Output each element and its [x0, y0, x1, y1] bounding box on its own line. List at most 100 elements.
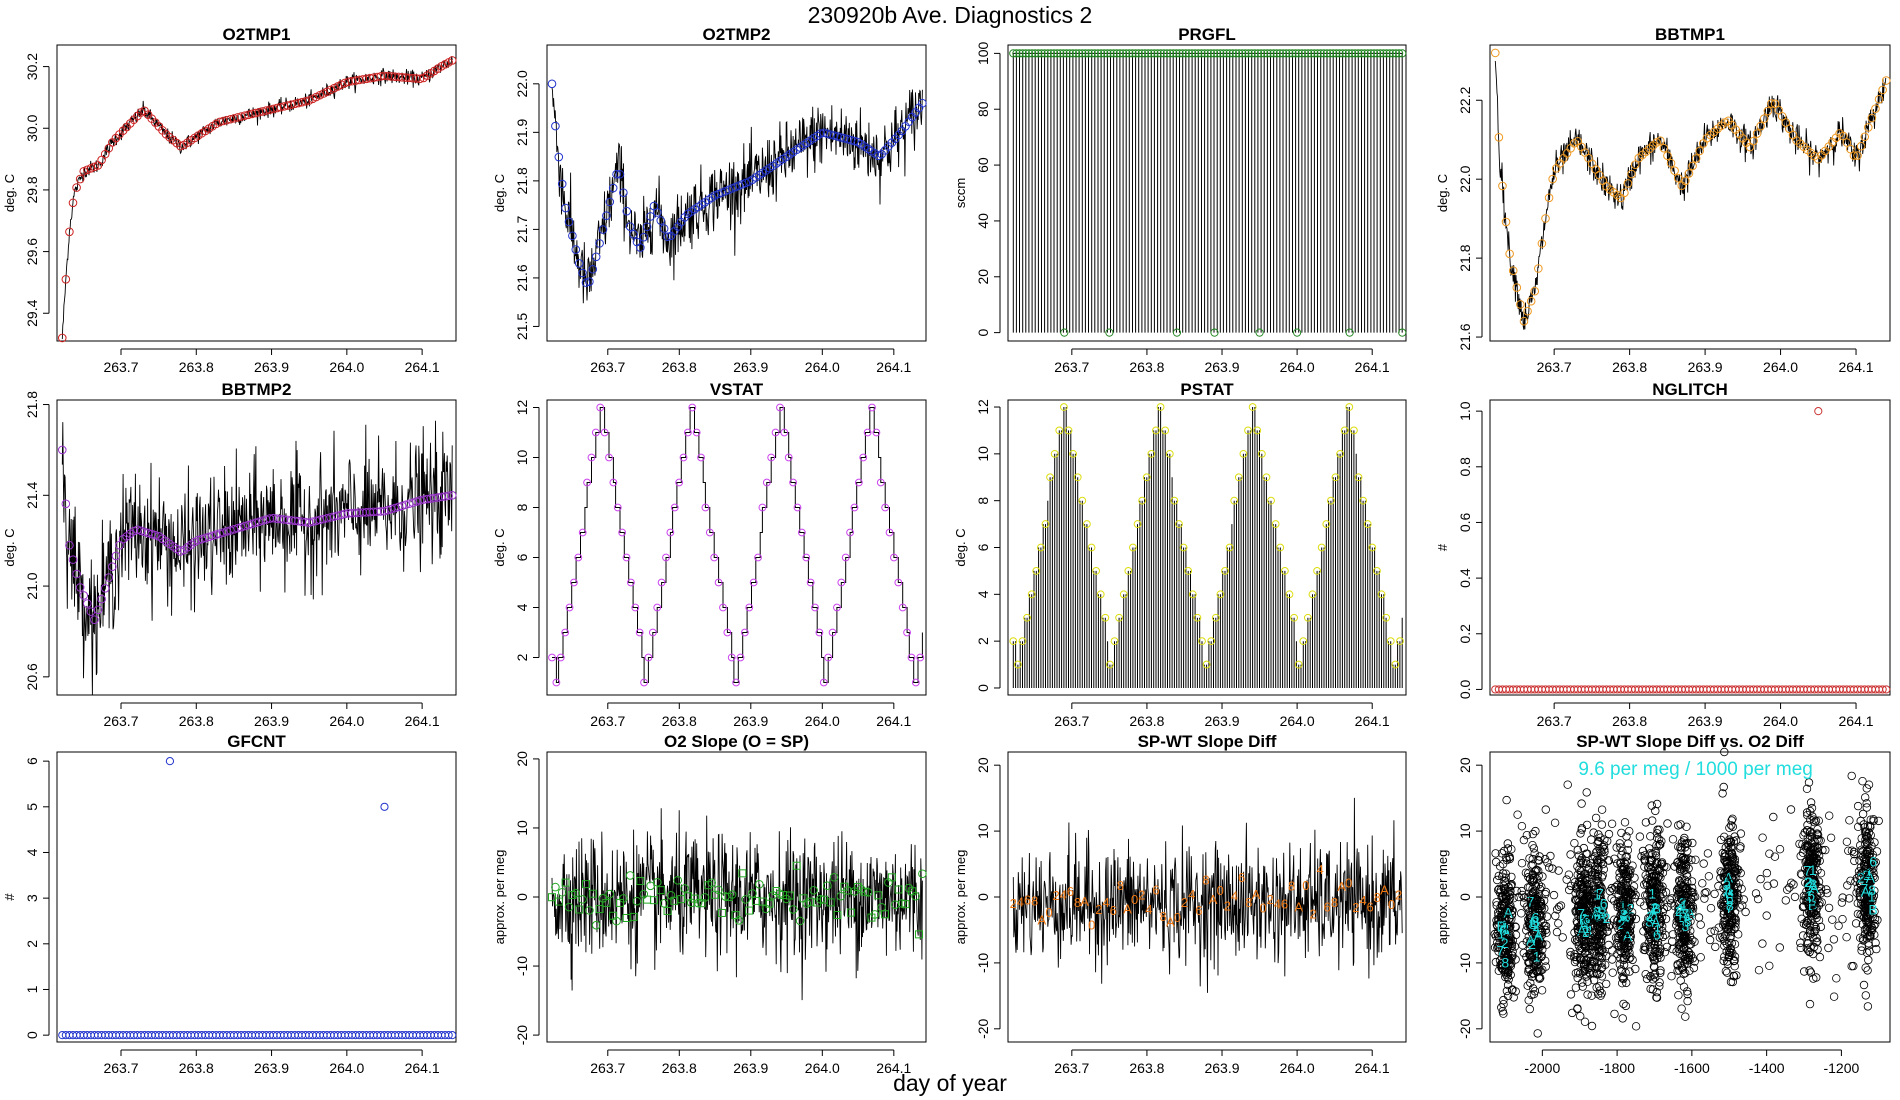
- data-point: [1537, 882, 1546, 892]
- data-point: [1503, 980, 1513, 990]
- data-point: [1359, 496, 1368, 505]
- data-point: [1222, 49, 1231, 58]
- data-point: [1675, 933, 1685, 942]
- data-point: [622, 553, 631, 562]
- data-point: [1304, 49, 1313, 58]
- data-point: [1336, 449, 1344, 458]
- data-point: [1660, 948, 1669, 957]
- data-point: [1345, 328, 1354, 337]
- data-point: [1653, 881, 1662, 891]
- data-point: 4: [1231, 888, 1238, 903]
- data-point: [1782, 885, 1792, 894]
- y-tick-label: 22.0: [1457, 165, 1473, 192]
- data-point: [600, 428, 609, 437]
- data-point: [1682, 822, 1691, 831]
- data-point: [1864, 955, 1873, 965]
- data-point: [847, 908, 856, 917]
- data-point: [564, 902, 574, 912]
- data-point: 2: [1267, 892, 1274, 907]
- data-point: [1856, 816, 1865, 826]
- data-point: [1266, 49, 1275, 58]
- data-point: [1775, 943, 1784, 952]
- data-point: [632, 896, 642, 906]
- data-point: [613, 503, 622, 512]
- data-point: [1618, 1014, 1627, 1023]
- y-tick-label: -10: [1457, 953, 1473, 973]
- data-point: [1534, 911, 1544, 920]
- data-point: [1857, 834, 1866, 843]
- data-point: [1672, 892, 1682, 901]
- data-point: [1725, 850, 1734, 859]
- data-point: [1640, 942, 1649, 951]
- data-point: [1646, 832, 1655, 841]
- data-point: A: [1723, 883, 1733, 899]
- data-point: [1525, 1004, 1534, 1014]
- data-point: [1670, 166, 1679, 175]
- data-point: [1577, 946, 1586, 956]
- chart-title: SP-WT Slope Diff vs. O2 Diff: [1576, 732, 1804, 751]
- x-tick-label: 264.1: [876, 1060, 911, 1076]
- data-point: [1551, 911, 1560, 920]
- data-point: [1802, 784, 1812, 793]
- data-point: [1541, 890, 1550, 899]
- data-point: [1576, 912, 1586, 921]
- data-point: [1834, 921, 1843, 930]
- data-point: [1570, 839, 1579, 848]
- data-point: [1576, 902, 1585, 911]
- data-point: [916, 653, 925, 662]
- data-point: [1719, 907, 1729, 916]
- data-point: [79, 591, 89, 600]
- data-point: [1340, 426, 1349, 435]
- data-point: [1505, 249, 1514, 259]
- data-point: [1092, 567, 1101, 575]
- data-point: [1862, 803, 1871, 812]
- data-point: [1118, 49, 1128, 58]
- data-point: [1737, 884, 1746, 893]
- data-point: [1303, 613, 1312, 622]
- data-point: [1598, 843, 1607, 852]
- data-point: [1587, 939, 1597, 948]
- data-point: [1288, 49, 1297, 58]
- data-point: [1862, 799, 1871, 808]
- x-tick-label: 263.7: [590, 1060, 625, 1076]
- data-point: [1681, 1012, 1690, 1021]
- y-tick-label: 4: [24, 848, 40, 856]
- data-point: [911, 891, 920, 901]
- data-point: [1272, 49, 1281, 58]
- data-point: [1335, 49, 1344, 58]
- x-tick-label: 264.1: [1355, 1060, 1390, 1076]
- data-point: [1781, 896, 1790, 905]
- data-point: [1667, 894, 1676, 903]
- data-point: [1322, 520, 1331, 528]
- data-point: [1685, 966, 1694, 975]
- data-point: [741, 895, 751, 904]
- data-point: [1725, 882, 1734, 892]
- data-point: [605, 453, 613, 462]
- data-point: [1101, 613, 1110, 622]
- data-point: 4: [1017, 894, 1024, 909]
- data-point: [1537, 928, 1547, 937]
- data-point: [1865, 837, 1874, 846]
- data-point: [1490, 48, 1500, 58]
- data-point: [1610, 854, 1619, 863]
- data-point: [1864, 873, 1874, 882]
- data-point: [1849, 151, 1859, 160]
- y-tick-label: 6: [975, 543, 991, 551]
- data-point: 6: [1110, 903, 1117, 918]
- data-point: [1575, 953, 1585, 963]
- y-axis-label: deg. C: [492, 528, 507, 566]
- data-point: [57, 333, 67, 343]
- data-point: [1534, 880, 1543, 889]
- data-point: [1677, 924, 1687, 933]
- y-tick-label: 60: [975, 157, 991, 173]
- data-point: [1799, 919, 1809, 928]
- data-point: [1727, 857, 1737, 867]
- data-point: [1801, 878, 1810, 887]
- data-point: [1144, 49, 1153, 58]
- data-point: [1133, 520, 1142, 528]
- data-point: [1870, 860, 1879, 869]
- data-point: [1673, 821, 1683, 830]
- data-point: [1861, 849, 1870, 859]
- data-point: [1592, 970, 1602, 979]
- data-point: [1654, 865, 1664, 874]
